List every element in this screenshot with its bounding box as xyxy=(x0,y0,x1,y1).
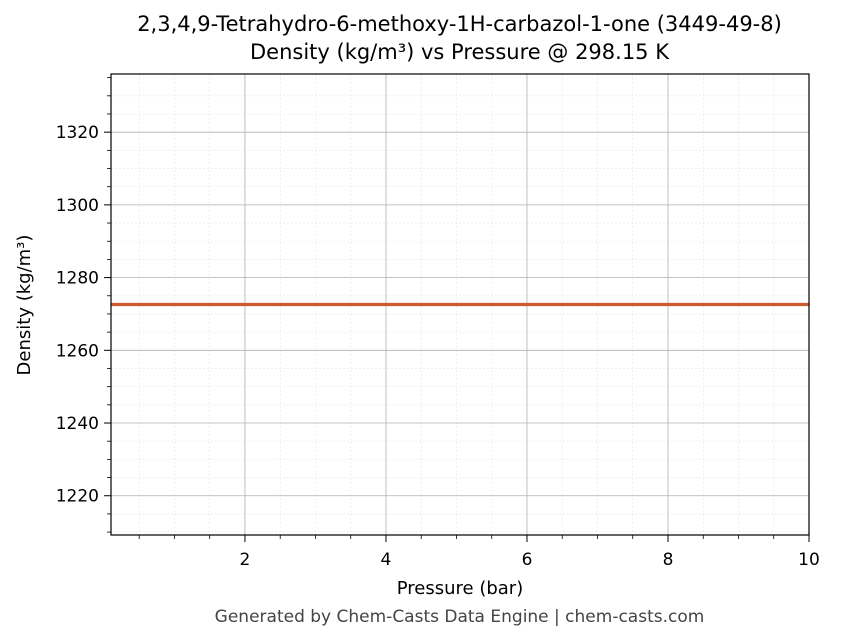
minor-grid xyxy=(111,74,809,535)
y-tick-label: 1240 xyxy=(56,414,99,434)
x-axis-label: Pressure (bar) xyxy=(397,578,523,599)
x-tick-label: 6 xyxy=(522,550,533,570)
x-tick-label: 2 xyxy=(240,550,251,570)
y-axis-label: Density (kg/m³) xyxy=(14,235,35,376)
density-chart: 2 4 6 8 10 1220 1240 1260 1280 1300 1320 Pressure … xyxy=(14,73,820,599)
axis-ticks: 2 4 6 8 10 1220 1240 1260 1280 1300 1320 xyxy=(56,77,820,570)
y-tick-label: 1320 xyxy=(56,123,99,143)
x-tick-label: 8 xyxy=(663,550,674,570)
x-tick-label: 10 xyxy=(798,550,820,570)
y-tick-label: 1220 xyxy=(56,487,99,507)
y-tick-label: 1260 xyxy=(56,341,99,361)
y-tick-label: 1300 xyxy=(56,196,99,216)
chart-subtitle: Density (kg/m³) vs Pressure @ 298.15 K xyxy=(249,40,669,64)
footer-credit: Generated by Chem-Casts Data Engine | ch… xyxy=(214,607,705,627)
y-tick-label: 1280 xyxy=(56,269,99,289)
chart-title: 2,3,4,9-Tetrahydro-6-methoxy-1H-carbazol… xyxy=(137,12,782,36)
plot-frame xyxy=(110,73,810,536)
x-tick-label: 4 xyxy=(381,550,392,570)
